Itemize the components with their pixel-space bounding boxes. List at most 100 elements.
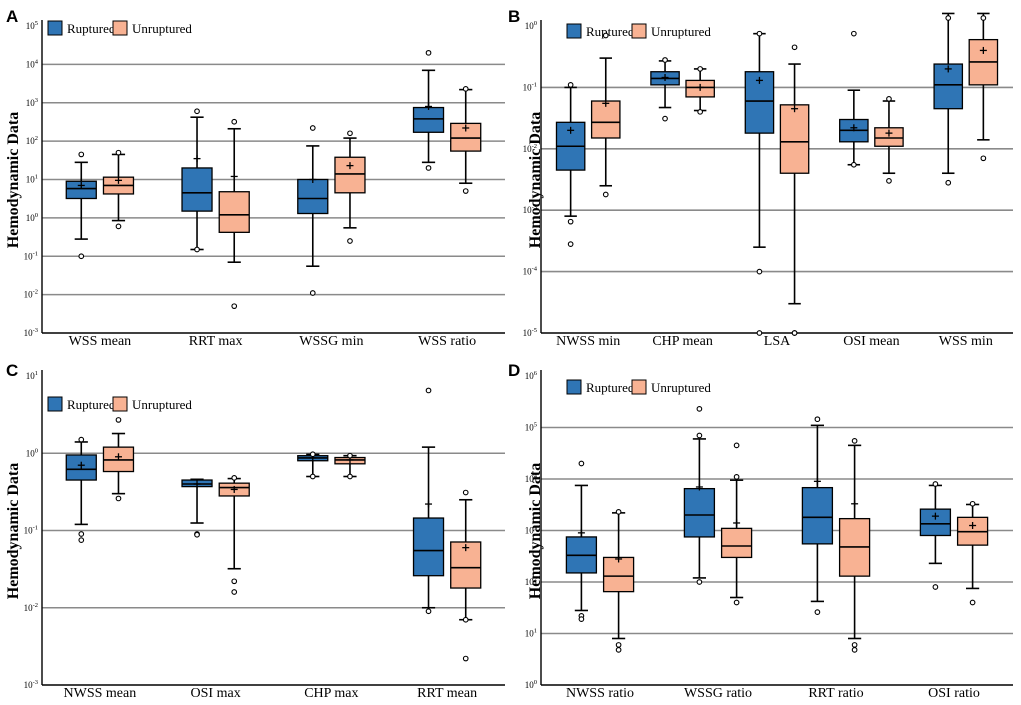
iqr-box xyxy=(412,517,445,577)
legend-label-ruptured: Ruptured xyxy=(586,24,635,39)
legend-label-ruptured: Ruptured xyxy=(67,397,116,412)
outlier-point xyxy=(231,303,238,310)
legend-swatch-unruptured xyxy=(112,396,128,412)
outlier-point xyxy=(791,44,798,51)
iqr-box xyxy=(181,167,213,212)
y-axis-label: Hemodynamic Data xyxy=(527,463,544,599)
y-tick-label: 106 xyxy=(525,370,538,381)
y-tick-label: 103 xyxy=(525,525,537,536)
outlier-point xyxy=(851,647,858,653)
legend-swatch-ruptured xyxy=(566,23,582,39)
iqr-box xyxy=(65,180,97,200)
iqr-box xyxy=(779,104,810,174)
category-label: WSSG min xyxy=(299,334,363,349)
outlier-point xyxy=(932,584,939,590)
box-unruptured xyxy=(956,500,989,606)
y-tick-label: 100 xyxy=(525,679,537,690)
outlier-point xyxy=(662,57,668,63)
outlier-point xyxy=(231,589,238,595)
iqr-box xyxy=(874,127,904,147)
y-tick-label: 103 xyxy=(26,97,38,108)
y-tick-label: 100 xyxy=(26,447,38,458)
box-unruptured xyxy=(779,44,810,336)
outlier-point xyxy=(462,188,469,194)
y-tick-label: 100 xyxy=(26,212,38,223)
box-unruptured xyxy=(874,96,904,184)
box-ruptured xyxy=(650,57,680,122)
legend: Ruptured Unruptured xyxy=(47,20,192,36)
outlier-point xyxy=(194,531,200,538)
outlier-point xyxy=(615,647,622,653)
box-unruptured xyxy=(602,509,635,653)
category-label: WSS ratio xyxy=(418,334,476,349)
legend-label-ruptured: Ruptured xyxy=(586,380,635,395)
box-unruptured xyxy=(334,130,366,244)
category-label: LSA xyxy=(764,334,791,349)
iqr-box xyxy=(801,486,834,545)
box-unruptured xyxy=(590,32,621,198)
outlier-point xyxy=(945,15,952,21)
box-unruptured xyxy=(685,66,715,115)
outlier-point xyxy=(851,642,858,648)
y-axis-label: Hemodynamic Data xyxy=(5,463,22,599)
legend-label-unruptured: Unruptured xyxy=(132,397,192,412)
outlier-point xyxy=(886,178,892,184)
box-ruptured xyxy=(683,406,716,585)
outlier-point xyxy=(347,452,353,459)
category-label: RRT max xyxy=(189,334,243,349)
outlier-point xyxy=(347,238,353,244)
legend-swatch-ruptured xyxy=(566,379,582,395)
box-unruptured xyxy=(720,442,753,606)
y-tick-label: 10-2 xyxy=(523,143,537,154)
outlier-point xyxy=(756,30,763,37)
box-ruptured xyxy=(297,125,329,296)
outlier-point xyxy=(425,49,432,56)
outlier-point xyxy=(756,330,763,336)
box-ruptured xyxy=(412,387,445,615)
outlier-point xyxy=(791,330,798,336)
panel-letter: B xyxy=(508,7,520,26)
y-tick-label: 10-2 xyxy=(24,602,38,613)
y-axis-label: Hemodynamic Data xyxy=(5,112,22,248)
outlier-point xyxy=(115,495,122,502)
outlier-point xyxy=(850,30,857,37)
outlier-point xyxy=(696,432,703,439)
outlier-point xyxy=(969,500,976,507)
legend-label-unruptured: Unruptured xyxy=(651,380,711,395)
outlier-point xyxy=(615,509,622,515)
outlier-point xyxy=(78,151,85,158)
y-tick-label: 10-3 xyxy=(24,679,38,690)
category-label: OSI ratio xyxy=(928,686,980,701)
iqr-box xyxy=(334,156,366,194)
outlier-point xyxy=(425,387,432,394)
y-tick-label: 10-3 xyxy=(24,327,38,338)
y-tick-label: 10-1 xyxy=(24,525,38,536)
outlier-point xyxy=(194,108,200,115)
outlier-point xyxy=(78,531,85,537)
y-tick-label: 104 xyxy=(525,473,538,484)
legend-swatch-unruptured xyxy=(631,379,647,395)
outlier-point xyxy=(733,474,740,480)
outlier-point xyxy=(980,155,987,162)
panel-C: 10-3 10-2 10-1 100 101 C Hemodynamic Data Ruptu… xyxy=(5,361,505,701)
outlier-point xyxy=(78,253,85,260)
outlier-point xyxy=(115,417,122,423)
outlier-point xyxy=(231,475,238,481)
iqr-box xyxy=(683,487,716,538)
outlier-point xyxy=(733,599,740,606)
category-label: OSI max xyxy=(191,686,241,701)
y-tick-label: 10-2 xyxy=(24,289,38,300)
legend-swatch-unruptured xyxy=(631,23,647,39)
y-tick-label: 10-1 xyxy=(523,81,537,92)
outlier-point xyxy=(462,489,469,496)
outlier-point xyxy=(567,241,574,247)
legend: Ruptured Unruptured xyxy=(47,396,192,412)
outlier-point xyxy=(425,608,432,615)
outlier-point xyxy=(814,609,821,615)
category-label: WSS mean xyxy=(69,334,132,349)
box-unruptured xyxy=(218,475,250,595)
outlier-point xyxy=(980,15,987,21)
panel-letter: C xyxy=(6,361,18,380)
outlier-point xyxy=(462,655,469,662)
